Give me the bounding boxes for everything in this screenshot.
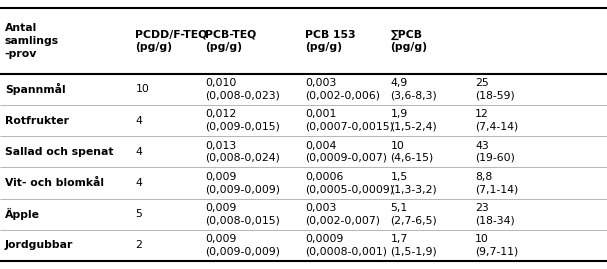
Text: PCB 153
(pg/g): PCB 153 (pg/g) (305, 30, 356, 52)
Text: 0,013
(0,008-0,024): 0,013 (0,008-0,024) (205, 141, 280, 163)
Text: 5: 5 (135, 209, 142, 219)
Text: PCDD/F-TEQ
(pg/g): PCDD/F-TEQ (pg/g) (135, 30, 208, 52)
Text: Spannmål: Spannmål (5, 83, 66, 95)
Text: 0,009
(0,009-0,009): 0,009 (0,009-0,009) (205, 172, 280, 194)
Text: 10
(9,7-11): 10 (9,7-11) (475, 234, 518, 257)
Text: 4,9
(3,6-8,3): 4,9 (3,6-8,3) (390, 78, 437, 101)
Text: 0,009
(0,008-0,015): 0,009 (0,008-0,015) (205, 203, 280, 225)
Text: 0,009
(0,009-0,009): 0,009 (0,009-0,009) (205, 234, 280, 257)
Text: Antal
samlings
-prov: Antal samlings -prov (5, 23, 59, 59)
Text: 23
(18-34): 23 (18-34) (475, 203, 515, 225)
Text: 10
(4,6-15): 10 (4,6-15) (390, 141, 433, 163)
Text: Jordgubbar: Jordgubbar (5, 240, 73, 250)
Text: 10: 10 (135, 84, 149, 94)
Text: 8,8
(7,1-14): 8,8 (7,1-14) (475, 172, 518, 194)
Text: 43
(19-60): 43 (19-60) (475, 141, 515, 163)
Text: 4: 4 (135, 178, 142, 188)
Text: 0,003
(0,002-0,007): 0,003 (0,002-0,007) (305, 203, 381, 225)
Text: ∑PCB
(pg/g): ∑PCB (pg/g) (390, 30, 427, 52)
Text: 0,003
(0,002-0,006): 0,003 (0,002-0,006) (305, 78, 381, 101)
Text: 4: 4 (135, 147, 142, 157)
Text: 0,004
(0,0009-0,007): 0,004 (0,0009-0,007) (305, 141, 387, 163)
Text: 2: 2 (135, 240, 142, 250)
Text: 4: 4 (135, 116, 142, 126)
Text: 0,0009
(0,0008-0,001): 0,0009 (0,0008-0,001) (305, 234, 387, 257)
Text: 1,9
(1,5-2,4): 1,9 (1,5-2,4) (390, 109, 437, 132)
Text: 0,0006
(0,0005-0,0009): 0,0006 (0,0005-0,0009) (305, 172, 395, 194)
Text: 1,7
(1,5-1,9): 1,7 (1,5-1,9) (390, 234, 437, 257)
Text: Rotfrukter: Rotfrukter (5, 116, 69, 126)
Text: Äpple: Äpple (5, 208, 40, 220)
Text: Vit- och blomkål: Vit- och blomkål (5, 178, 104, 188)
Text: 25
(18-59): 25 (18-59) (475, 78, 515, 101)
Text: 0,010
(0,008-0,023): 0,010 (0,008-0,023) (205, 78, 280, 101)
Text: 1,5
(1,3-3,2): 1,5 (1,3-3,2) (390, 172, 437, 194)
Text: Sallad och spenat: Sallad och spenat (5, 147, 114, 157)
Text: 5,1
(2,7-6,5): 5,1 (2,7-6,5) (390, 203, 437, 225)
Text: PCB-TEQ
(pg/g): PCB-TEQ (pg/g) (205, 30, 256, 52)
Text: 0,012
(0,009-0,015): 0,012 (0,009-0,015) (205, 109, 280, 132)
Text: 12
(7,4-14): 12 (7,4-14) (475, 109, 518, 132)
Text: 0,001
(0,0007-0,0015): 0,001 (0,0007-0,0015) (305, 109, 394, 132)
